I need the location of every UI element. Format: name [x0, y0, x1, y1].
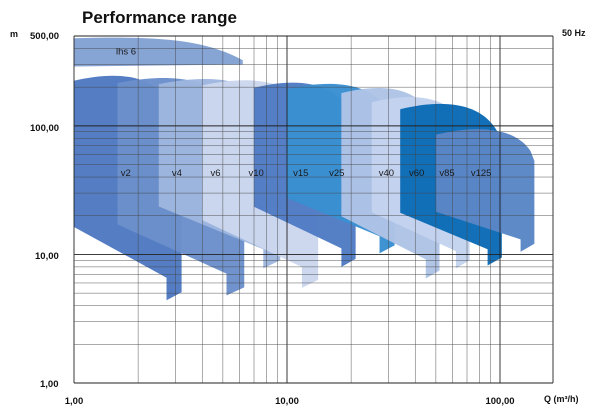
series-label-v60: v60: [409, 168, 424, 179]
series-label-v15: v15: [293, 168, 308, 179]
area-lhs-6: [74, 37, 243, 67]
y-tick-500: 500,00: [30, 31, 59, 42]
x-tick-10: 10,00: [275, 396, 299, 407]
series-labels: lhs 6 v2 v4 v6 v10 v15 v25 v40 v60 v85 v125: [116, 46, 491, 179]
y-axis-label: m: [10, 29, 18, 39]
y-tick-100: 100,00: [30, 123, 59, 134]
frequency-label: 50 Hz: [562, 28, 586, 38]
series-label-v125: v125: [471, 168, 492, 179]
series-label-v10: v10: [249, 168, 264, 179]
grid-lines: [73, 35, 554, 384]
x-tick-100: 100,00: [485, 396, 514, 407]
chart-title: Performance range: [82, 8, 237, 27]
x-tick-1: 1,00: [65, 396, 84, 407]
y-tick-10: 10,00: [35, 251, 59, 262]
series-label-v25: v25: [329, 168, 344, 179]
series-label-v6: v6: [211, 168, 221, 179]
series-label-v40: v40: [379, 168, 394, 179]
series-label-v85: v85: [439, 168, 454, 179]
series-label-v2: v2: [121, 168, 131, 179]
series-label-lhs-6: lhs 6: [116, 46, 136, 57]
x-axis-label: Q (m³/h): [544, 394, 579, 404]
area-v125: [435, 129, 535, 252]
series-label-v4: v4: [172, 168, 182, 179]
y-tick-1: 1,00: [40, 379, 59, 390]
